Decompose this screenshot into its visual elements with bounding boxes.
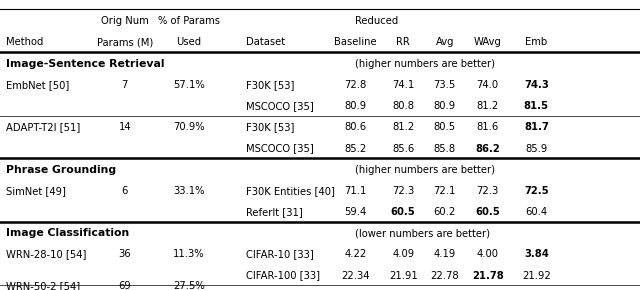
Text: 21.91: 21.91: [389, 271, 417, 280]
Text: Emb: Emb: [525, 37, 547, 47]
Text: 7: 7: [122, 80, 128, 90]
Text: 80.5: 80.5: [434, 122, 456, 132]
Text: 33.1%: 33.1%: [173, 186, 205, 196]
Text: 27.5%: 27.5%: [173, 281, 205, 290]
Text: 4.00: 4.00: [477, 249, 499, 259]
Text: 60.5: 60.5: [391, 207, 415, 217]
Text: Image Classification: Image Classification: [6, 228, 130, 238]
Text: (higher numbers are better): (higher numbers are better): [355, 165, 495, 175]
Text: CIFAR-10 [33]: CIFAR-10 [33]: [246, 249, 314, 259]
Text: 21.92: 21.92: [522, 271, 550, 280]
Text: 72.5: 72.5: [524, 186, 548, 196]
Text: 4.09: 4.09: [392, 249, 414, 259]
Text: 70.9%: 70.9%: [173, 122, 205, 132]
Text: 60.2: 60.2: [434, 207, 456, 217]
Text: Dataset: Dataset: [246, 37, 285, 47]
Text: 81.2: 81.2: [392, 122, 414, 132]
Text: WRN-50-2 [54]: WRN-50-2 [54]: [6, 281, 81, 290]
Text: 71.1: 71.1: [344, 186, 366, 196]
Text: Phrase Grounding: Phrase Grounding: [6, 165, 116, 175]
Text: 74.0: 74.0: [477, 80, 499, 90]
Text: 4.19: 4.19: [434, 249, 456, 259]
Text: 73.5: 73.5: [434, 80, 456, 90]
Text: Used: Used: [176, 37, 202, 47]
Text: 85.6: 85.6: [392, 144, 414, 153]
Text: 60.5: 60.5: [476, 207, 500, 217]
Text: 80.9: 80.9: [344, 101, 366, 111]
Text: WAvg: WAvg: [474, 37, 502, 47]
Text: Baseline: Baseline: [334, 37, 376, 47]
Text: 80.6: 80.6: [344, 122, 366, 132]
Text: Orig Num: Orig Num: [101, 16, 148, 26]
Text: F30K [53]: F30K [53]: [246, 122, 295, 132]
Text: ReferIt [31]: ReferIt [31]: [246, 207, 303, 217]
Text: 80.9: 80.9: [434, 101, 456, 111]
Text: F30K Entities [40]: F30K Entities [40]: [246, 186, 335, 196]
Text: 21.78: 21.78: [472, 271, 504, 280]
Text: 85.2: 85.2: [344, 144, 366, 153]
Text: 74.3: 74.3: [524, 80, 548, 90]
Text: MSCOCO [35]: MSCOCO [35]: [246, 101, 314, 111]
Text: 36: 36: [118, 249, 131, 259]
Text: 60.4: 60.4: [525, 207, 547, 217]
Text: 69: 69: [118, 281, 131, 290]
Text: 72.8: 72.8: [344, 80, 366, 90]
Text: 4.22: 4.22: [344, 249, 366, 259]
Text: RR: RR: [396, 37, 410, 47]
Text: 81.6: 81.6: [477, 122, 499, 132]
Text: 11.3%: 11.3%: [173, 249, 205, 259]
Text: Reduced: Reduced: [355, 16, 399, 26]
Text: (lower numbers are better): (lower numbers are better): [355, 228, 490, 238]
Text: 80.8: 80.8: [392, 101, 414, 111]
Text: Avg: Avg: [436, 37, 454, 47]
Text: Method: Method: [6, 37, 44, 47]
Text: 72.3: 72.3: [392, 186, 414, 196]
Text: (higher numbers are better): (higher numbers are better): [355, 59, 495, 69]
Text: 59.4: 59.4: [344, 207, 366, 217]
Text: 57.1%: 57.1%: [173, 80, 205, 90]
Text: F30K [53]: F30K [53]: [246, 80, 295, 90]
Text: 14: 14: [118, 122, 131, 132]
Text: 85.9: 85.9: [525, 144, 547, 153]
Text: 6: 6: [122, 186, 128, 196]
Text: CIFAR-100 [33]: CIFAR-100 [33]: [246, 271, 321, 280]
Text: 81.5: 81.5: [524, 101, 549, 111]
Text: EmbNet [50]: EmbNet [50]: [6, 80, 70, 90]
Text: 22.78: 22.78: [431, 271, 459, 280]
Text: Image-Sentence Retrieval: Image-Sentence Retrieval: [6, 59, 165, 69]
Text: ADAPT-T2I [51]: ADAPT-T2I [51]: [6, 122, 81, 132]
Text: 22.34: 22.34: [341, 271, 369, 280]
Text: Params (M): Params (M): [97, 37, 153, 47]
Text: 72.3: 72.3: [477, 186, 499, 196]
Text: 3.84: 3.84: [524, 249, 548, 259]
Text: 86.2: 86.2: [476, 144, 500, 153]
Text: 72.1: 72.1: [434, 186, 456, 196]
Text: MSCOCO [35]: MSCOCO [35]: [246, 144, 314, 153]
Text: 81.7: 81.7: [524, 122, 548, 132]
Text: 81.2: 81.2: [477, 101, 499, 111]
Text: 85.8: 85.8: [434, 144, 456, 153]
Text: % of Params: % of Params: [158, 16, 220, 26]
Text: WRN-28-10 [54]: WRN-28-10 [54]: [6, 249, 87, 259]
Text: 74.1: 74.1: [392, 80, 414, 90]
Text: SimNet [49]: SimNet [49]: [6, 186, 67, 196]
